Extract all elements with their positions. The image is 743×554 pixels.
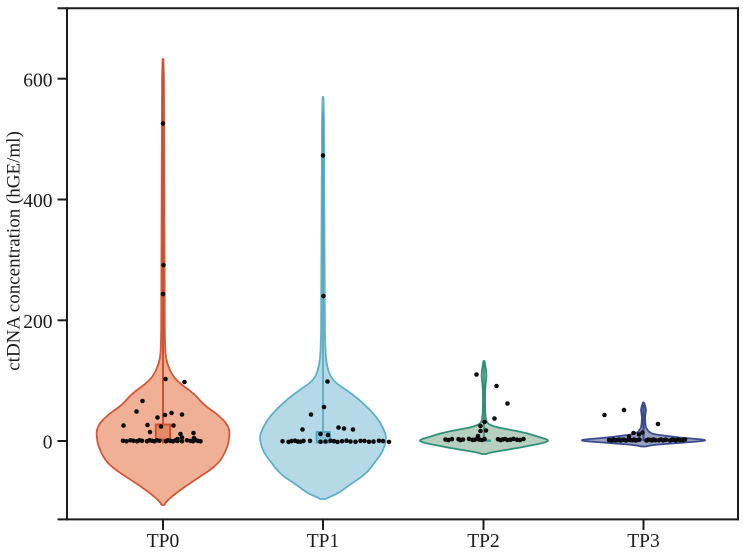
svg-text:0: 0 [43,433,53,454]
svg-text:ctDNA concentration (hGE/ml): ctDNA concentration (hGE/ml) [4,131,25,371]
svg-text:TP0: TP0 [147,531,180,552]
svg-text:400: 400 [23,191,52,212]
svg-text:600: 600 [23,70,52,91]
svg-text:200: 200 [23,312,52,333]
svg-text:TP2: TP2 [467,531,500,552]
svg-text:TP1: TP1 [307,531,340,552]
svg-text:TP3: TP3 [627,531,660,552]
